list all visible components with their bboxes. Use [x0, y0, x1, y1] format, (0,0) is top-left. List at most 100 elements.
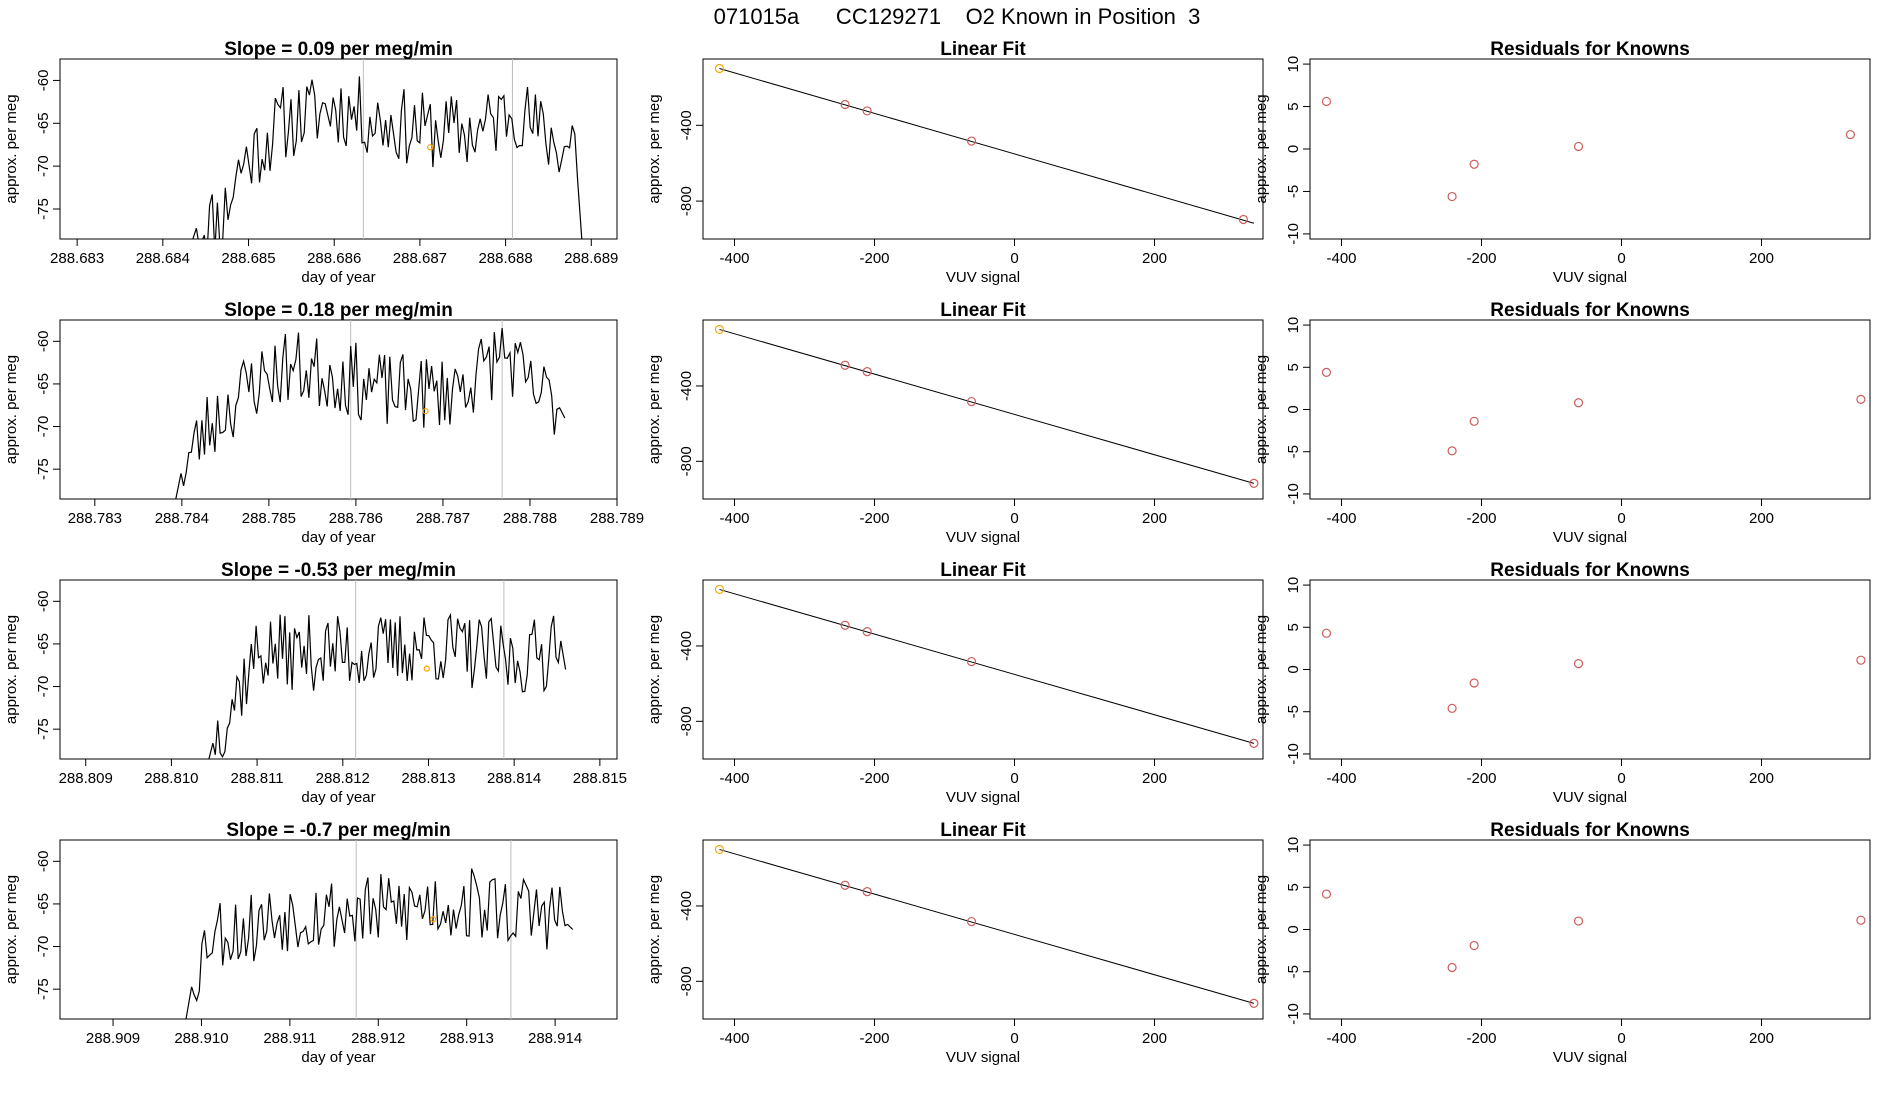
x-tick-label: 288.910	[174, 1030, 228, 1047]
x-tick-label: 288.687	[393, 250, 447, 267]
plot-area	[208, 580, 567, 759]
y-tick-label: -5	[1285, 185, 1302, 198]
x-tick-label: 0	[1617, 250, 1625, 267]
plot-area	[175, 320, 566, 499]
y-tick-label: -800	[678, 446, 695, 476]
panel-title: Slope = 0.09 per meg/min	[224, 39, 453, 60]
panel-3-residuals: Residuals for Knowns -400 -200 0 200 10 5 0 -5 -1…	[1253, 560, 1871, 806]
x-tick-label: 288.811	[231, 770, 284, 787]
plot-frame	[702, 319, 1264, 500]
x-axis-label: day of year	[301, 789, 375, 806]
data-point	[1249, 998, 1259, 1008]
data-point	[1856, 394, 1866, 404]
data-point	[1856, 655, 1866, 665]
data-point	[1321, 96, 1332, 107]
y-tick-label: -10	[1285, 223, 1302, 245]
y-tick-label: 0	[1285, 925, 1302, 933]
data-point	[1573, 398, 1584, 408]
x-axis-label: VUV signal	[1553, 529, 1627, 546]
x-tick-label: 200	[1142, 1030, 1167, 1047]
signal-trace	[185, 868, 574, 1019]
data-point	[1469, 678, 1479, 688]
panel-3-linear-fit: Linear Fit -400 -200 0 200 -400 -800 VUV signal…	[646, 560, 1264, 806]
y-axis-label: approx. per meg	[646, 875, 663, 984]
x-tick-label: -200	[1466, 770, 1496, 787]
data-point	[1573, 916, 1584, 926]
panel-title: Residuals for Knowns	[1490, 39, 1690, 60]
x-tick-label: -400	[1326, 770, 1356, 787]
data-point	[840, 99, 850, 110]
x-tick-label: 288.784	[155, 510, 209, 527]
data-point	[1845, 129, 1856, 140]
data-point	[1238, 214, 1249, 225]
fit-line	[719, 848, 1255, 1004]
data-point	[1856, 915, 1866, 925]
y-tick-label: 0	[1285, 405, 1302, 413]
fit-line	[719, 588, 1255, 744]
panel-3-timeseries: Slope = -0.53 per meg/min 288.809 288.810 2…	[3, 560, 627, 806]
x-tick-label: 288.815	[573, 770, 627, 787]
x-tick-label: 200	[1749, 770, 1774, 787]
plot-area	[719, 67, 1255, 224]
data-point	[714, 584, 725, 595]
y-tick-label: -75	[35, 198, 52, 220]
x-axis-label: VUV signal	[1553, 789, 1627, 806]
x-tick-label: 288.810	[144, 770, 198, 787]
y-tick-label: -75	[35, 978, 52, 1000]
y-tick-label: -60	[35, 330, 52, 352]
y-tick-label: -70	[35, 416, 52, 438]
y-tick-label: -400	[678, 891, 695, 921]
y-axis-label: approx. per meg	[3, 94, 20, 203]
x-tick-label: 0	[1617, 770, 1625, 787]
plot-area	[719, 588, 1255, 744]
plot-area	[185, 840, 574, 1019]
data-point	[1321, 628, 1332, 638]
y-tick-label: -65	[35, 373, 52, 395]
y-tick-label: -5	[1285, 705, 1302, 718]
data-point	[840, 360, 850, 370]
x-tick-label: 288.812	[316, 770, 370, 787]
data-point	[966, 136, 977, 146]
y-tick-label: -400	[678, 631, 695, 661]
x-tick-label: 288.783	[68, 510, 122, 527]
y-tick-label: -800	[678, 966, 695, 996]
plot-frame	[1309, 579, 1871, 760]
y-tick-label: -75	[35, 718, 52, 740]
x-tick-label: -200	[1466, 250, 1496, 267]
fit-line	[719, 67, 1255, 224]
x-tick-label: 288.914	[528, 1030, 582, 1047]
x-tick-label: 288.911	[263, 1030, 316, 1047]
x-tick-label: 288.787	[416, 510, 470, 527]
y-tick-label: -800	[678, 186, 695, 216]
y-tick-label: -60	[35, 850, 52, 872]
x-tick-label: 200	[1749, 1030, 1774, 1047]
panel-1-linear-fit: Linear Fit -400 -200 0 200 -400 -800 VUV signal…	[646, 39, 1264, 286]
y-tick-label: -60	[35, 70, 52, 92]
panel-title: Linear Fit	[940, 300, 1026, 321]
data-point	[1469, 940, 1479, 951]
panel-1-timeseries: Slope = 0.09 per meg/min 288.683 288.684 28…	[3, 39, 618, 286]
x-tick-label: 288.814	[487, 770, 541, 787]
plot-area	[192, 59, 583, 239]
data-point	[1469, 416, 1479, 426]
data-point	[966, 656, 977, 667]
plot-frame	[1309, 58, 1871, 240]
data-point	[1321, 367, 1332, 377]
plot-frame	[59, 58, 618, 240]
x-tick-label: -200	[859, 250, 889, 267]
x-tick-label: 288.809	[59, 770, 113, 787]
data-point	[1249, 738, 1259, 748]
x-tick-label: 0	[1617, 1030, 1625, 1047]
known-marker	[423, 665, 430, 672]
x-tick-label: -400	[719, 1030, 749, 1047]
y-tick-label: 10	[1285, 56, 1302, 73]
y-tick-label: -65	[35, 633, 52, 655]
x-tick-label: -200	[1466, 1030, 1496, 1047]
y-tick-label: -10	[1285, 483, 1302, 505]
x-tick-label: 288.786	[329, 510, 383, 527]
y-axis-label: approx. per meg	[646, 94, 663, 203]
x-tick-label: 200	[1142, 510, 1167, 527]
y-axis-label: approx. per meg	[646, 355, 663, 464]
plot-frame	[1309, 319, 1871, 500]
